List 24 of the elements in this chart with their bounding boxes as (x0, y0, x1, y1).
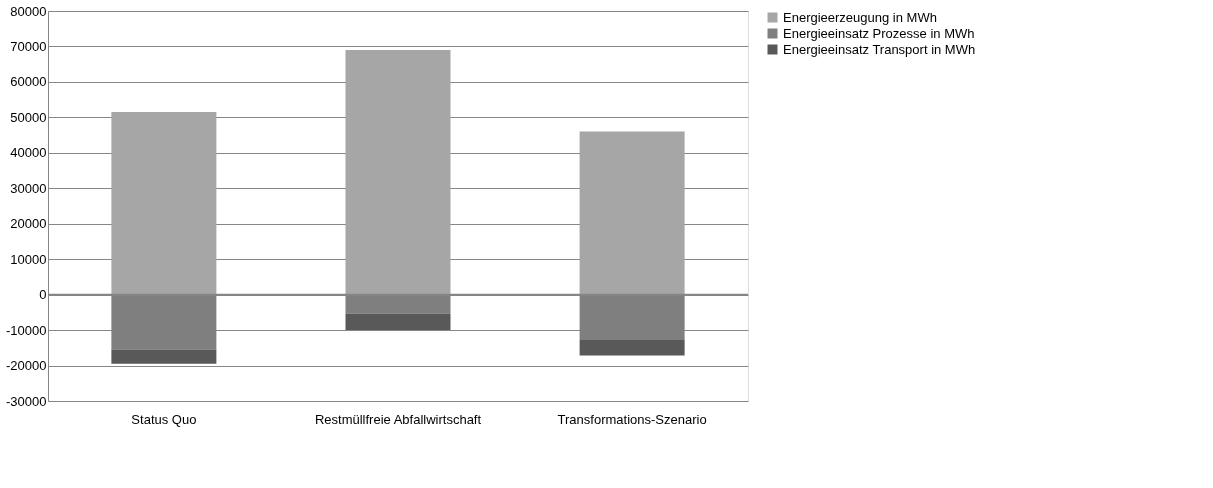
x-tick-label: Restmüllfreie Abfallwirtschaft (314, 411, 482, 427)
legend-label: Energieeinsatz Transport in MWh (783, 41, 976, 57)
x-tick-label: Transformations-Szenario (557, 411, 707, 427)
y-tick-label: 0 (39, 287, 47, 303)
legend-label: Energieerzeugung in MWh (783, 9, 937, 25)
x-tick-label: Status Quo (131, 411, 197, 427)
y-tick-label: -10000 (6, 322, 47, 338)
y-tick-label: 80000 (10, 3, 47, 19)
bar (111, 349, 217, 364)
bar (345, 313, 451, 331)
y-tick-label: 40000 (10, 145, 47, 161)
legend-label: Energieeinsatz Prozesse in MWh (783, 25, 975, 41)
y-tick-label: -20000 (6, 358, 47, 374)
y-tick-label: 20000 (10, 216, 47, 232)
bar (579, 340, 685, 356)
y-tick-label: 50000 (10, 109, 47, 125)
bar (579, 131, 685, 295)
y-tick-label: 30000 (10, 180, 47, 196)
bar (111, 112, 217, 295)
y-tick-label: 70000 (10, 38, 47, 54)
y-tick-label: 60000 (10, 74, 47, 90)
y-tick-label: -30000 (6, 393, 47, 409)
bar (345, 50, 451, 295)
y-tick-label: 10000 (10, 251, 47, 267)
